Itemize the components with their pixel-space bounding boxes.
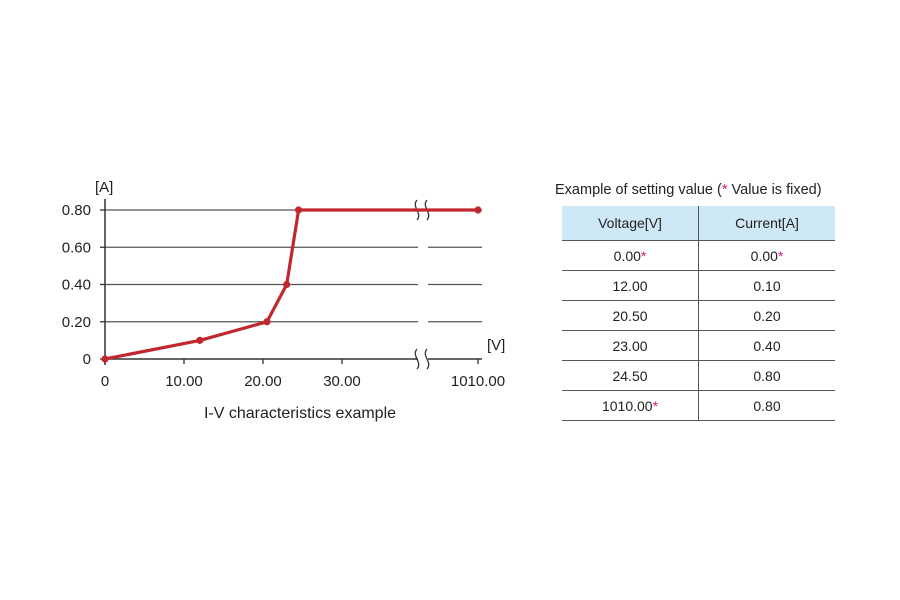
- current-cell: 0.00*: [698, 240, 835, 271]
- data-point: [474, 206, 482, 214]
- table-body: 0.00* 0.00* 12.00 0.10 20.50 0.20 23.00 0.40 24.…: [562, 240, 835, 421]
- x-tick-label: 1010.00: [451, 373, 505, 390]
- x-axis-unit-label: [V]: [487, 337, 505, 354]
- table-title: Example of setting value (* Value is fix…: [555, 182, 822, 198]
- setting-value-table: Voltage[V] Current[A] 0.00* 0.00* 12.00 0.1…: [562, 206, 835, 421]
- table-row: 20.50 0.20: [562, 300, 835, 331]
- fixed-marker-star: *: [640, 247, 647, 264]
- table-row: 0.00* 0.00*: [562, 240, 835, 271]
- x-tick-label: 20.00: [244, 373, 282, 390]
- data-point: [294, 206, 303, 214]
- current-cell: 0.20: [698, 300, 835, 331]
- table-row: 24.50 0.80: [562, 360, 835, 391]
- voltage-header: Voltage[V]: [562, 206, 700, 241]
- x-tick-label: 30.00: [323, 373, 361, 390]
- x-tick-label: 0: [101, 373, 109, 390]
- axis-break-mark: [424, 348, 430, 370]
- current-cell: 0.40: [698, 330, 835, 361]
- y-tick-label: 0: [83, 351, 91, 368]
- current-cell: 0.80: [698, 390, 835, 421]
- voltage-cell-value: 20.50: [612, 307, 648, 324]
- axis-break-mark: [414, 348, 420, 370]
- tick-labels: 0 0.20 0.40 0.60 0.80 0 10.00 20.00 30.00 1010.00: [62, 202, 505, 390]
- y-tick-label: 0.80: [62, 202, 91, 219]
- table-header-row: Voltage[V] Current[A]: [562, 206, 835, 241]
- current-cell-value: 0.20: [753, 307, 781, 324]
- voltage-cell: 1010.00*: [562, 390, 700, 421]
- fixed-marker-star: *: [652, 397, 659, 414]
- current-cell: 0.80: [698, 360, 835, 391]
- voltage-cell-value: 12.00: [612, 277, 648, 294]
- current-cell-value: 0.80: [753, 367, 781, 384]
- table-row: 12.00 0.10: [562, 270, 835, 301]
- data-point: [196, 336, 204, 344]
- current-cell-value: 0.80: [753, 397, 781, 414]
- data-point: [101, 355, 109, 363]
- voltage-cell: 20.50: [562, 300, 700, 331]
- voltage-cell-value: 1010.00: [601, 397, 653, 414]
- voltage-cell-value: 23.00: [612, 337, 648, 354]
- y-axis-unit-label: [A]: [95, 179, 113, 196]
- y-tick-label: 0.60: [62, 239, 91, 256]
- voltage-cell: 24.50: [562, 360, 700, 391]
- iv-chart: 0 0.20 0.40 0.60 0.80 0 10.00 20.00 30.00 1010.00…: [62, 179, 506, 422]
- grid-lines: [105, 209, 482, 323]
- x-tick-label: 10.00: [165, 373, 203, 390]
- series-iv: [101, 206, 482, 363]
- table-row: 23.00 0.40: [562, 330, 835, 361]
- y-tick-label: 0.20: [62, 314, 91, 331]
- current-header: Current[A]: [698, 206, 835, 241]
- current-cell-value: 0.40: [753, 337, 781, 354]
- y-tick-label: 0.40: [62, 277, 91, 294]
- voltage-cell: 0.00*: [562, 240, 700, 271]
- table-row: 1010.00* 0.80: [562, 390, 835, 421]
- current-cell-value: 0.10: [753, 277, 781, 294]
- axes: [104, 199, 482, 365]
- voltage-cell-value: 24.50: [612, 367, 648, 384]
- fixed-marker-star: *: [777, 247, 784, 264]
- data-point: [283, 280, 291, 289]
- current-cell-value: 0.00: [750, 247, 778, 264]
- chart-caption: I-V characteristics example: [204, 405, 396, 422]
- fixed-marker-star: *: [721, 182, 728, 198]
- voltage-cell: 12.00: [562, 270, 700, 301]
- data-point: [263, 318, 271, 326]
- voltage-cell-value: 0.00: [613, 247, 641, 264]
- setting-table-block: Example of setting value (* Value is fix…: [555, 182, 840, 421]
- series-line: [104, 208, 478, 361]
- current-cell: 0.10: [698, 270, 835, 301]
- voltage-cell: 23.00: [562, 330, 700, 361]
